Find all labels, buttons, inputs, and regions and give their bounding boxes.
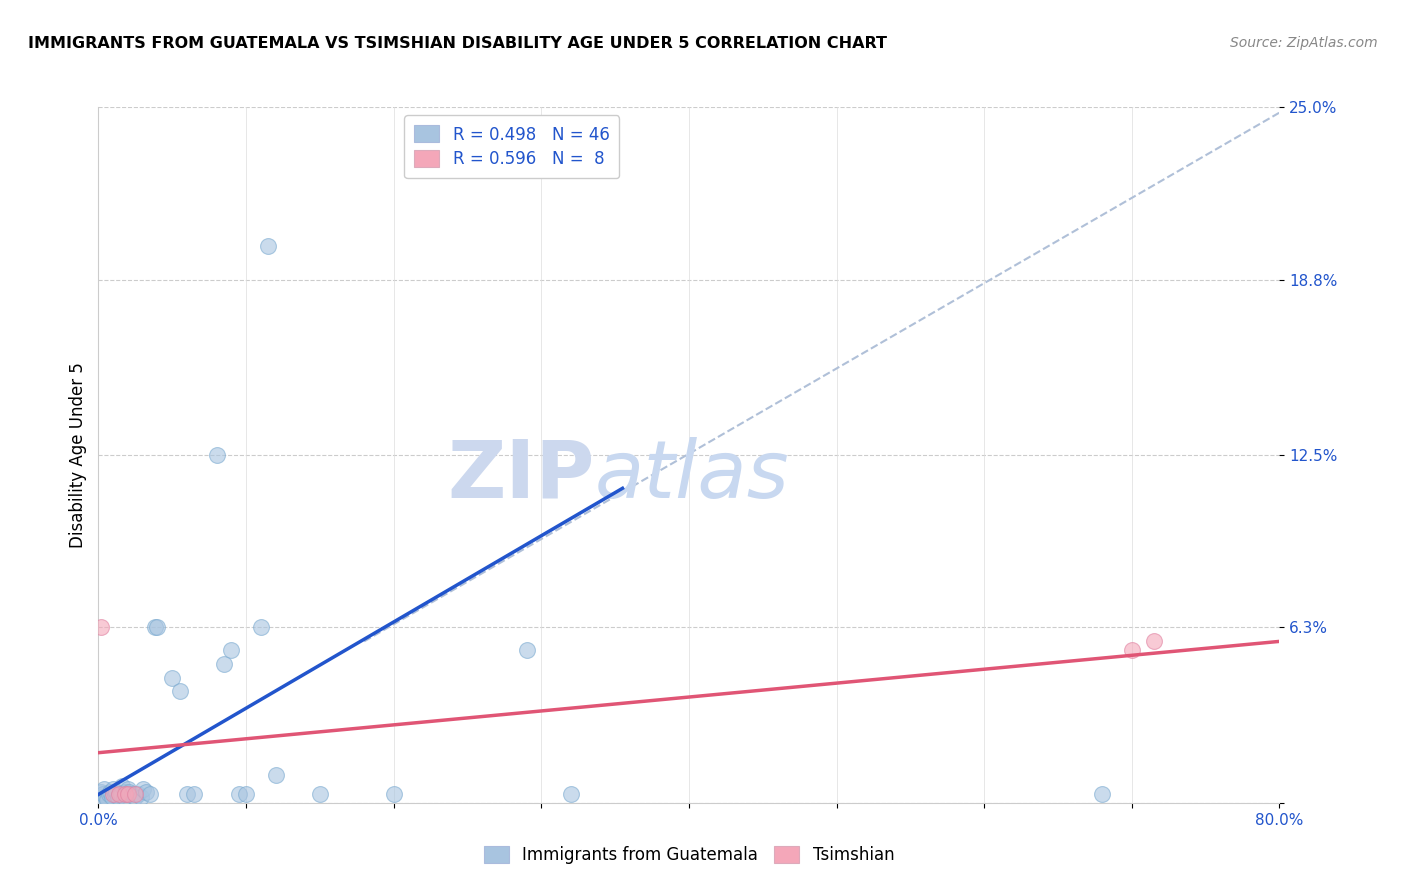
Point — [96, 793, 118, 807]
Point — [100, 790, 122, 805]
Point — [114, 785, 136, 799]
Point — [183, 788, 205, 802]
Point — [121, 788, 143, 802]
Point — [118, 785, 141, 799]
Point — [139, 788, 162, 802]
Point — [221, 642, 243, 657]
Point — [228, 788, 250, 802]
Point — [103, 788, 125, 802]
Text: ZIP: ZIP — [447, 437, 595, 515]
Y-axis label: Disability Age Under 5: Disability Age Under 5 — [69, 362, 87, 548]
Point — [146, 620, 169, 634]
Text: Source: ZipAtlas.com: Source: ZipAtlas.com — [1230, 36, 1378, 50]
Point — [127, 788, 149, 802]
Point — [90, 620, 112, 634]
Text: atlas: atlas — [595, 437, 789, 515]
Point — [108, 788, 131, 802]
Point — [90, 785, 112, 799]
Point — [103, 781, 125, 796]
Point — [124, 788, 146, 802]
Point — [143, 620, 166, 634]
Point — [560, 788, 582, 802]
Point — [1143, 634, 1166, 648]
Point — [135, 785, 157, 799]
Point — [162, 671, 183, 685]
Point — [117, 781, 139, 796]
Point — [132, 781, 155, 796]
Point — [107, 790, 129, 805]
Point — [382, 788, 405, 802]
Point — [94, 790, 117, 805]
Point — [114, 788, 136, 802]
Point — [1091, 788, 1114, 802]
Point — [1121, 642, 1143, 657]
Point — [124, 790, 146, 805]
Point — [212, 657, 235, 671]
Point — [205, 448, 228, 462]
Point — [110, 788, 132, 802]
Point — [97, 788, 120, 802]
Text: IMMIGRANTS FROM GUATEMALA VS TSIMSHIAN DISABILITY AGE UNDER 5 CORRELATION CHART: IMMIGRANTS FROM GUATEMALA VS TSIMSHIAN D… — [28, 36, 887, 51]
Point — [309, 788, 332, 802]
Point — [264, 768, 287, 782]
Point — [176, 788, 198, 802]
Point — [112, 790, 135, 805]
Point — [91, 788, 114, 802]
Point — [516, 642, 538, 657]
Point — [105, 785, 128, 799]
Point — [115, 788, 138, 802]
Point — [235, 788, 257, 802]
Point — [257, 239, 280, 253]
Point — [98, 785, 121, 799]
Point — [250, 620, 273, 634]
Point — [111, 779, 134, 793]
Point — [169, 684, 191, 698]
Legend: Immigrants from Guatemala, Tsimshian: Immigrants from Guatemala, Tsimshian — [477, 839, 901, 871]
Point — [89, 790, 111, 805]
Point — [117, 788, 139, 802]
Point — [129, 790, 152, 805]
Point — [104, 788, 127, 802]
Point — [93, 781, 115, 796]
